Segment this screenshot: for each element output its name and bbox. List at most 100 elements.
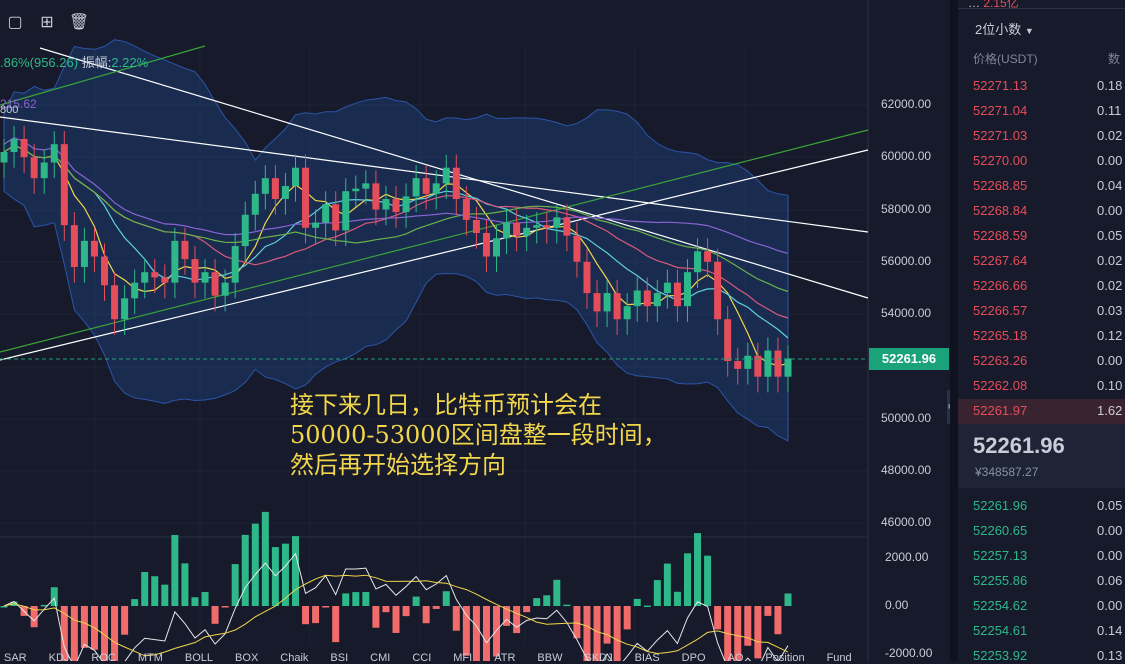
indicator-tab[interactable]: Chaik	[280, 652, 309, 664]
indicator-tab[interactable]: Position	[765, 652, 805, 664]
ask-price: 52261.97	[973, 403, 1028, 418]
ask-row[interactable]: 52268.85 0.04	[958, 174, 1125, 199]
ask-row[interactable]: 52268.59 0.05	[958, 224, 1125, 249]
candle-body	[734, 361, 742, 369]
macd-bar	[161, 584, 169, 606]
candle-body	[543, 225, 551, 228]
candle-body	[482, 233, 490, 257]
macd-bar	[764, 606, 772, 616]
indicator-tab[interactable]: CMI	[370, 652, 391, 664]
macd-bar	[211, 606, 219, 624]
ask-price: 52265.18	[973, 328, 1028, 343]
bid-row[interactable]: 52253.92 0.13	[958, 644, 1125, 661]
macd-bar	[362, 592, 370, 606]
candle-body	[663, 282, 671, 294]
candle-body	[70, 225, 78, 267]
macd-bar	[493, 606, 501, 657]
ask-price: 52262.08	[973, 378, 1028, 393]
macd-bar	[472, 606, 480, 661]
ask-row[interactable]: 52266.66 0.02	[958, 274, 1125, 299]
candle-body	[20, 138, 28, 158]
ask-row[interactable]: 52268.84 0.00	[958, 199, 1125, 224]
indicator-tabs: SAR KDJ ROC MTM BOLL BOX Chaik BSI CMI CCI MFI ATR B…	[0, 652, 874, 664]
indicator-tab[interactable]: AO	[727, 652, 744, 664]
candle-body	[563, 217, 571, 236]
ask-price: 52263.26	[973, 353, 1028, 368]
macd-bar	[462, 606, 470, 656]
ask-row[interactable]: 52271.04 0.11	[958, 99, 1125, 124]
bid-price: 52255.86	[973, 573, 1028, 588]
macd-bar	[171, 534, 179, 606]
bid-row[interactable]: 52254.62 0.00	[958, 594, 1125, 619]
ask-row[interactable]: 52265.18 0.12	[958, 324, 1125, 349]
indicator-tab[interactable]: ATR	[494, 652, 516, 664]
price-chart[interactable]	[0, 0, 870, 661]
macd-tick: -2000.00	[885, 646, 933, 660]
precision-select[interactable]: 2位小数 ▼	[975, 22, 1034, 37]
indicator-tab[interactable]: SKDJ	[584, 652, 613, 664]
macd-bar	[663, 563, 671, 606]
macd-bar	[30, 606, 38, 628]
candle-body	[161, 277, 169, 283]
candle-body	[513, 222, 521, 236]
macd-bar	[543, 595, 551, 606]
ask-row[interactable]: 52262.08 0.10	[958, 374, 1125, 399]
ask-price: 52268.85	[973, 178, 1028, 193]
volume-value: 2.15亿	[983, 0, 1019, 10]
square-icon[interactable]: ▢	[7, 14, 23, 31]
indicator-tab[interactable]: BBW	[537, 652, 563, 664]
candle-body	[774, 350, 782, 377]
indicator-tab[interactable]: BSI	[330, 652, 349, 664]
indicator-tab[interactable]: BOLL	[184, 652, 214, 664]
indicator-tab[interactable]: Fund	[826, 652, 852, 664]
indicator-tab[interactable]: CCI	[412, 652, 432, 664]
candle-body	[784, 358, 792, 377]
bollinger-band	[3, 39, 789, 442]
macd-bar	[111, 606, 119, 661]
candle-body	[694, 251, 702, 273]
indicator-tab[interactable]: BOX	[235, 652, 259, 664]
ask-row[interactable]: 52267.64 0.02	[958, 249, 1125, 274]
bid-qty: 0.00	[1097, 598, 1123, 613]
candle-body	[291, 167, 299, 186]
trend-line	[0, 149, 869, 361]
bid-row[interactable]: 52255.86 0.06	[958, 569, 1125, 594]
macd-bar	[241, 534, 249, 606]
chart-toolbar: ▢ ⊞ 🗑	[0, 12, 90, 40]
macd-bar	[533, 598, 541, 606]
candle-body	[382, 199, 390, 210]
ask-row[interactable]: 52266.57 0.03	[958, 299, 1125, 324]
ask-row[interactable]: 52261.97 1.62	[958, 399, 1125, 424]
macd-bar	[583, 606, 591, 661]
price-tick: 46000.00	[881, 515, 932, 529]
price-tick: 50000.00	[881, 411, 932, 425]
ask-row[interactable]: 52271.13 0.18	[958, 74, 1125, 99]
indicator-tab[interactable]: MFI	[453, 652, 473, 664]
ask-row[interactable]: 52270.00 0.00	[958, 149, 1125, 174]
indicator-tab[interactable]: MTM	[137, 652, 163, 664]
settings-icon[interactable]: ⊞	[40, 14, 54, 31]
candle-body	[724, 319, 732, 362]
indicator-tab[interactable]: KDJ	[48, 652, 70, 664]
candle-body	[302, 167, 310, 228]
bid-row[interactable]: 52257.13 0.00	[958, 544, 1125, 569]
ma30-line	[3, 144, 789, 293]
candle-body	[60, 144, 68, 226]
bid-row[interactable]: 52254.61 0.14	[958, 619, 1125, 644]
ask-qty: 0.02	[1097, 278, 1123, 293]
indicator-tab[interactable]: DPO	[681, 652, 706, 664]
chart-area[interactable]: ▢ ⊞ 🗑 .86%(956.26) 振幅:2.22% 215.62 800 6…	[0, 0, 955, 664]
trend-line	[0, 116, 869, 233]
candle-body	[472, 219, 480, 234]
bid-row[interactable]: 52261.96 0.05	[958, 494, 1125, 519]
qty-header: 数	[1108, 52, 1121, 66]
indicator-tab[interactable]: SAR	[4, 652, 27, 664]
macd-bar	[302, 606, 310, 625]
indicator-tab[interactable]: BIAS	[634, 652, 660, 664]
trash-icon[interactable]: 🗑	[68, 14, 90, 31]
ask-row[interactable]: 52263.26 0.00	[958, 349, 1125, 374]
ask-price: 52270.00	[973, 153, 1028, 168]
ask-row[interactable]: 52271.03 0.02	[958, 124, 1125, 149]
bid-row[interactable]: 52260.65 0.00	[958, 519, 1125, 544]
indicator-tab[interactable]: ROC	[91, 652, 116, 664]
